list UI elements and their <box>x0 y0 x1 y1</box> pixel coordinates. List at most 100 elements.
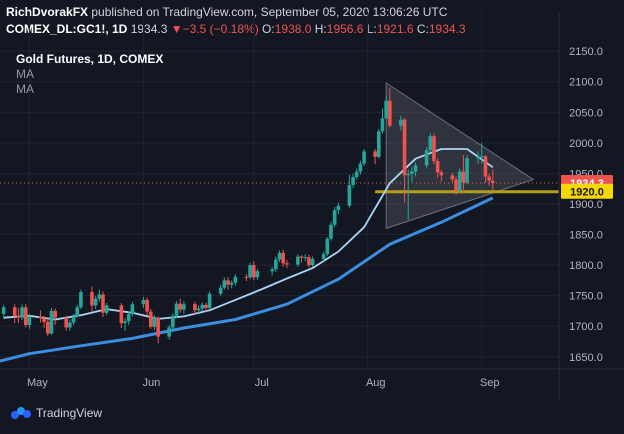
change-down-icon: ▼ <box>170 22 183 36</box>
candle-body <box>1 307 6 314</box>
candle-body <box>325 238 330 255</box>
candle-body <box>435 161 440 173</box>
author-name[interactable]: RichDvorakFX <box>6 5 89 19</box>
candle-body <box>229 282 234 285</box>
candle-body <box>384 100 388 119</box>
candle-body <box>130 304 135 314</box>
candle <box>123 318 127 332</box>
candle-body <box>53 310 57 318</box>
candle-body <box>476 156 480 159</box>
candle <box>476 151 480 164</box>
candle-body <box>487 176 491 181</box>
x-tick-label: Sep <box>480 377 500 389</box>
y-tick-label: 1700.0 <box>569 321 603 333</box>
ma-slow-line <box>0 196 494 363</box>
candle-body <box>27 316 32 325</box>
candle-body <box>336 205 341 211</box>
candle <box>79 289 83 310</box>
candle <box>479 142 484 164</box>
candle-body <box>255 271 260 278</box>
publish-header: RichDvorakFX published on TradingView.co… <box>6 5 447 19</box>
candle <box>104 302 109 316</box>
tradingview-branding[interactable]: TradingView <box>10 406 102 420</box>
candle <box>71 313 76 325</box>
candle-body <box>491 180 495 184</box>
x-tick-label: May <box>27 377 48 389</box>
change-value: −3.5 (−0.18%) <box>182 22 259 36</box>
candle <box>461 155 466 193</box>
candle <box>156 316 160 344</box>
candle-body <box>321 254 326 259</box>
candle <box>75 304 80 318</box>
candle <box>101 291 105 318</box>
candle-body <box>167 327 171 337</box>
candle-body <box>23 307 28 325</box>
candle-body <box>329 224 333 239</box>
candle <box>23 304 28 328</box>
candle <box>406 169 411 220</box>
candle <box>148 309 153 329</box>
candle <box>307 254 311 268</box>
candle-body <box>178 303 183 310</box>
candle-body <box>174 303 179 316</box>
candle <box>126 311 131 325</box>
candle <box>358 160 363 175</box>
candle-body <box>347 185 352 206</box>
legend-title[interactable]: Gold Futures, 1D, COMEX <box>16 52 164 66</box>
candle-body <box>200 304 205 309</box>
candle <box>68 319 72 331</box>
candle-body <box>454 179 458 191</box>
candle <box>233 274 238 286</box>
candle-body <box>182 304 186 310</box>
open-label: O: <box>262 22 275 36</box>
candle <box>388 88 392 128</box>
candle-body <box>399 119 403 126</box>
candle <box>244 274 249 281</box>
candle-body <box>362 151 366 164</box>
candle <box>167 324 171 340</box>
candle <box>119 302 124 329</box>
y-tick-label: 1850.0 <box>569 230 603 242</box>
candle-body <box>432 136 436 162</box>
legend-ma-slow[interactable]: MA <box>16 82 34 96</box>
candle-body <box>93 298 98 306</box>
chart-legend: Gold Futures, 1D, COMEX MA MA <box>16 52 163 97</box>
candle <box>174 301 179 319</box>
candle-body <box>68 322 72 328</box>
open-value: 1938.0 <box>274 22 312 36</box>
candle <box>171 313 175 330</box>
candle-body <box>402 119 407 176</box>
candle <box>299 255 304 263</box>
y-tick-label: 2000.0 <box>569 138 603 150</box>
legend-ma-fast[interactable]: MA <box>16 67 34 81</box>
candle-body <box>274 259 278 270</box>
candle <box>439 169 444 182</box>
candle <box>329 221 333 241</box>
candle <box>376 128 381 159</box>
symbol-ohlc-header: COMEX_DL:GC1!, 1D 1934.3 ▼−3.5 (−0.18%) … <box>6 22 466 36</box>
candle <box>410 167 414 182</box>
candle-body <box>97 294 102 299</box>
candle <box>351 173 355 189</box>
candle-body <box>428 136 433 151</box>
candle-body <box>46 321 50 334</box>
high-value: 1956.6 <box>326 22 364 36</box>
candle <box>487 173 491 186</box>
candle <box>152 315 157 330</box>
candle-body <box>104 305 109 313</box>
candle-body <box>439 172 444 176</box>
candle-body <box>79 291 83 308</box>
candle-body <box>101 294 105 313</box>
candle-body <box>207 293 212 308</box>
candle-body <box>413 165 418 172</box>
candle-body <box>226 280 230 285</box>
candle-body <box>270 269 274 272</box>
symbol-label[interactable]: COMEX_DL:GC1!, 1D <box>6 22 128 36</box>
candle-body <box>285 263 289 265</box>
candle <box>97 289 102 302</box>
candle <box>354 168 359 180</box>
candle-body <box>123 321 127 324</box>
candle-body <box>145 299 149 312</box>
candle <box>218 284 223 296</box>
